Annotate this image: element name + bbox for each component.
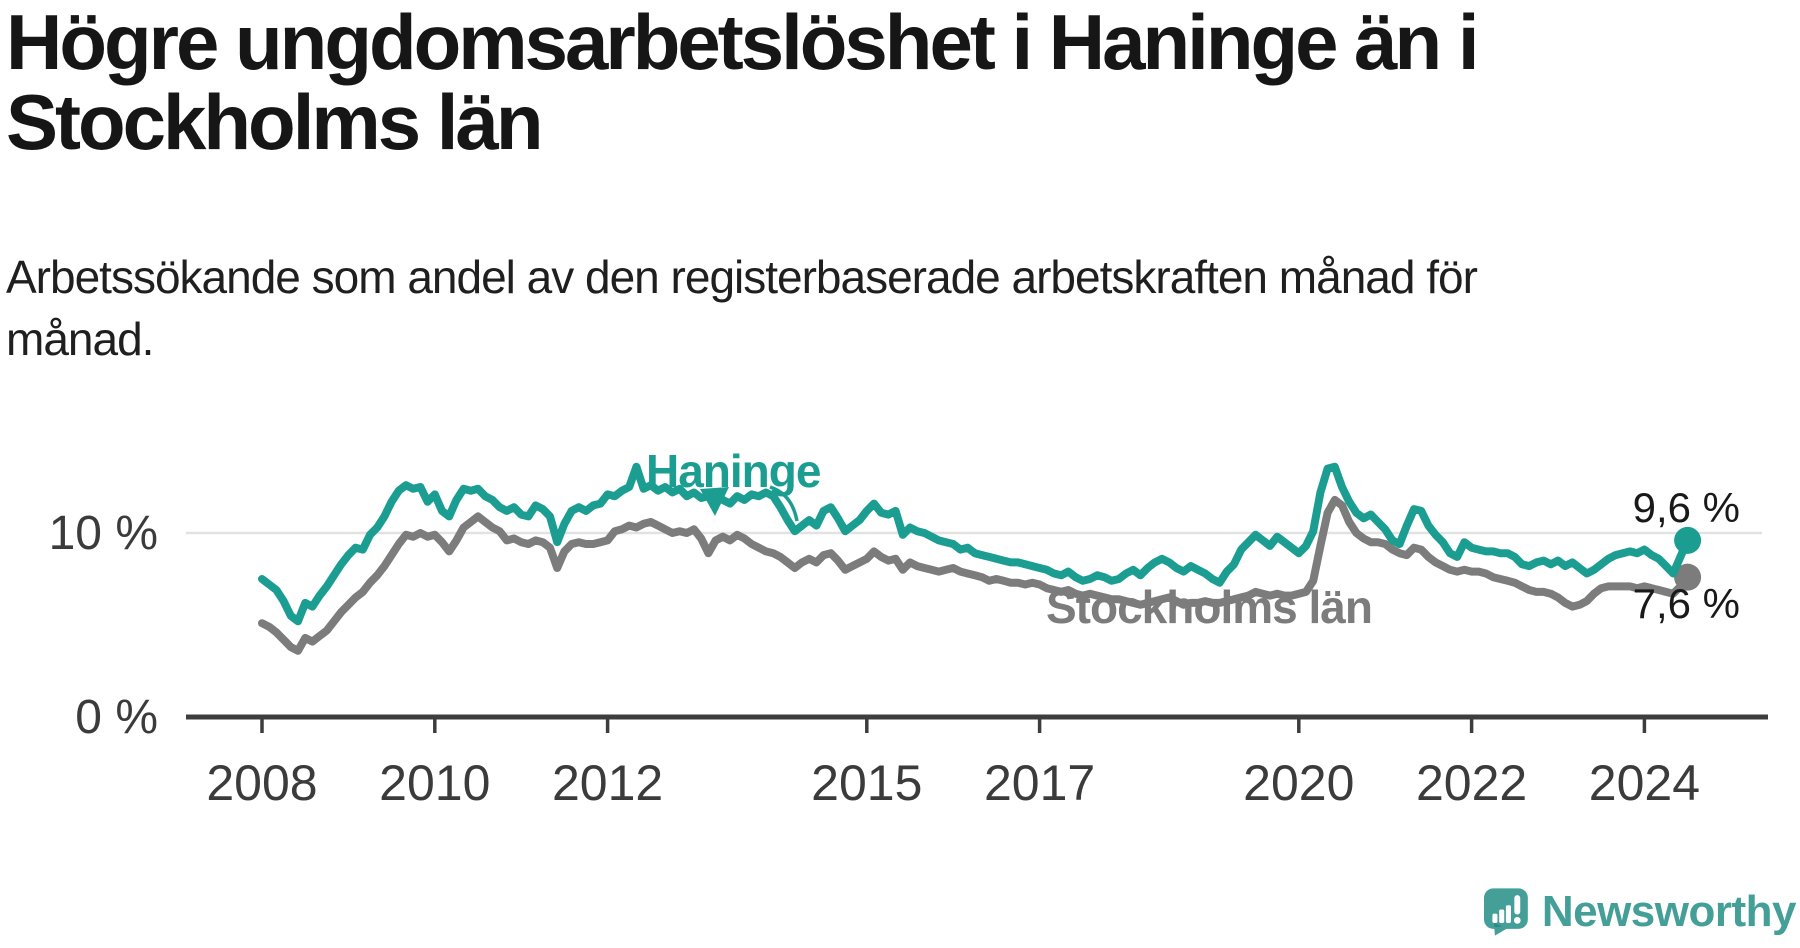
series-label-haninge: Haninge xyxy=(646,445,821,497)
logo-bar-3 xyxy=(1505,905,1511,923)
x-tick-label-2020: 2020 xyxy=(1243,755,1354,811)
end-value-haninge: 9,6 % xyxy=(1632,484,1740,531)
title-line-2: Stockholms län xyxy=(6,78,543,166)
subtitle-line-2: månad. xyxy=(6,313,154,365)
series-line-haninge xyxy=(258,462,1692,626)
x-tick-label-2024: 2024 xyxy=(1589,755,1700,811)
endpoint-dot xyxy=(1674,563,1702,591)
series-label-stockholms-lan: Stockholms län xyxy=(1046,581,1373,633)
logo-bar-2 xyxy=(1499,909,1505,923)
newsworthy-bubble-icon xyxy=(1484,888,1528,936)
subtitle-line-1: Arbetssökande som andel av den registerb… xyxy=(6,251,1478,303)
y-tick-label: 0 % xyxy=(75,691,158,744)
y-tick-label: 10 % xyxy=(49,507,158,560)
x-tick-label-2015: 2015 xyxy=(811,755,922,811)
page-title: Högre ungdomsarbetslöshet i Haninge än i… xyxy=(6,0,1480,166)
x-tick-label-2008: 2008 xyxy=(206,755,317,811)
logo-wordmark: Newsworthy xyxy=(1541,887,1797,936)
x-tick-label-2012: 2012 xyxy=(552,755,663,811)
logo-bar-1 xyxy=(1492,913,1498,923)
chart-subtitle: Arbetssökande som andel av den registerb… xyxy=(6,246,1478,370)
x-tick-label-2010: 2010 xyxy=(379,755,490,811)
x-tick-label-2017: 2017 xyxy=(984,755,1095,811)
end-value-stockholms-lan: 7,6 % xyxy=(1632,580,1740,627)
logo-exclamation-icon xyxy=(1514,895,1521,915)
title-line-1: Högre ungdomsarbetslöshet i Haninge än i xyxy=(6,0,1480,86)
newsworthy-logo[interactable]: Newsworthy xyxy=(1484,882,1797,942)
endpoint-dot xyxy=(1674,526,1702,554)
x-tick-label-2022: 2022 xyxy=(1416,755,1527,811)
series-line-stockholms-l-n xyxy=(258,495,1692,655)
